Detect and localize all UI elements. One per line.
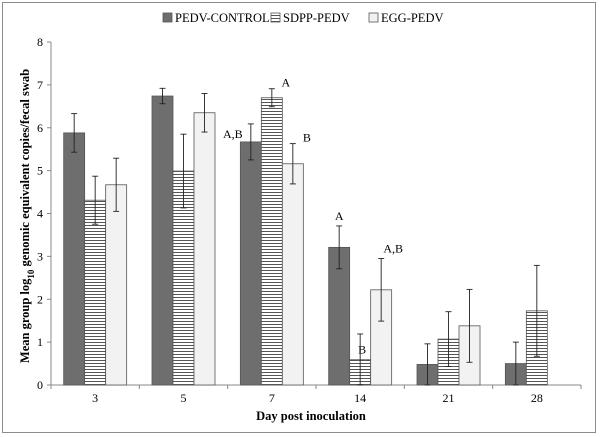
significance-label: B	[303, 131, 311, 145]
significance-label: A,B	[383, 242, 403, 256]
bar-sdpp-pedv-day-3	[84, 199, 107, 386]
x-tick-label: 14	[354, 391, 366, 405]
legend-label: PEDV-CONTROL	[175, 11, 270, 25]
bars	[63, 87, 548, 386]
y-tick-label: 1	[37, 335, 43, 349]
significance-label: A,B	[223, 127, 243, 141]
y-tick-label: 7	[37, 78, 43, 92]
bar-egg-pedv-day-3	[105, 184, 128, 386]
legend-swatch-sdpp-pedv	[270, 12, 281, 23]
legend-label: SDPP-PEDV	[283, 11, 350, 25]
bar-sdpp-pedv-day-7	[260, 97, 283, 386]
legend-swatch-pedv-control	[162, 12, 173, 23]
bar-egg-pedv-day-5	[193, 112, 216, 386]
y-axis: 0 1 2 3 4 5 6 7 8	[37, 35, 52, 392]
x-axis: 3 5 7 14 21 28	[50, 384, 582, 405]
x-tick-label: 7	[269, 391, 275, 405]
significance-label: A	[335, 209, 344, 223]
y-tick-label: 6	[37, 121, 43, 135]
significance-label: A	[281, 76, 290, 90]
x-tick-label: 21	[443, 391, 455, 405]
significance-label: B	[358, 343, 366, 357]
annotations: A,B A B A B A,B	[223, 76, 403, 357]
x-tick-label: 5	[181, 391, 187, 405]
y-tick-label: 5	[37, 164, 43, 178]
y-axis-title: Mean group log10 genomic equivalent copi…	[18, 69, 36, 363]
bar-chart: PEDV-CONTROL SDPP-PEDV EGG-PEDV 012345678 …	[18, 11, 582, 423]
bar-pedv-control-day-3	[63, 132, 86, 386]
bar-pedv-control-day-5	[151, 95, 174, 386]
x-tick-label: 28	[531, 391, 543, 405]
legend: PEDV-CONTROL SDPP-PEDV EGG-PEDV	[162, 11, 444, 25]
y-tick-label: 2	[37, 292, 43, 306]
y-tick-label: 4	[37, 207, 43, 221]
x-tick-label: 3	[92, 391, 98, 405]
y-tick-label: 3	[37, 249, 43, 263]
legend-label: EGG-PEDV	[381, 11, 444, 25]
y-tick-label: 0	[37, 378, 43, 392]
y-tick-label: 8	[37, 35, 43, 49]
bar-egg-pedv-day-7	[281, 163, 304, 386]
bar-pedv-control-day-7	[239, 141, 262, 386]
x-axis-title: Day post inoculation	[256, 409, 366, 423]
legend-swatch-egg-pedv	[368, 12, 379, 23]
